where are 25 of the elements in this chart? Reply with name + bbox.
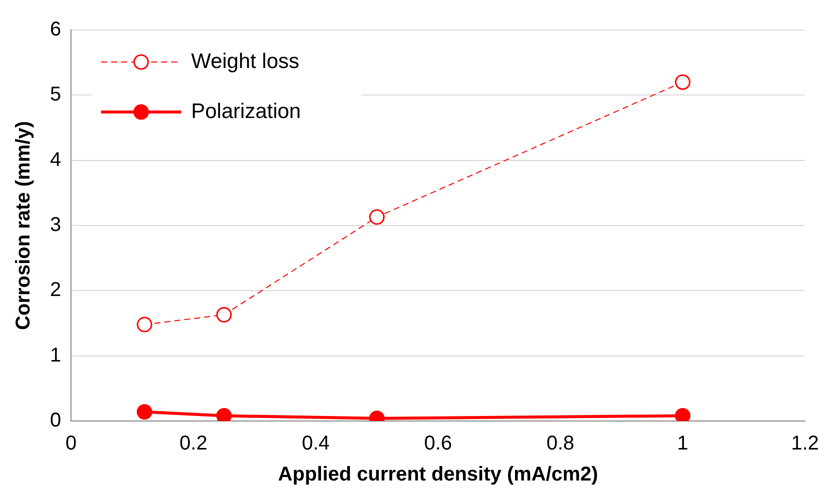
y-tick-label: 6 <box>50 18 62 41</box>
point <box>136 404 152 420</box>
x-tick-label: 0.8 <box>546 432 574 455</box>
x-tick-label: 0.6 <box>424 432 452 455</box>
y-tick-label: 4 <box>50 148 62 171</box>
x-tick-label: 0.2 <box>180 432 208 455</box>
legend-label: Weight loss <box>191 50 300 73</box>
y-axis-title: Corrosion rate (mm/y) <box>12 121 35 330</box>
y-tick-label: 5 <box>50 84 62 106</box>
x-tick-label: 1 <box>677 432 688 455</box>
x-tick-label: 1.2 <box>791 432 819 455</box>
point <box>674 408 690 421</box>
point <box>369 209 385 225</box>
x-axis-title: Applied current density (mA/cm2) <box>278 464 598 486</box>
point <box>674 74 690 90</box>
y-tick-label: 0 <box>50 410 62 432</box>
y-tick-label: 2 <box>50 279 62 302</box>
x-tick-label: 0.4 <box>302 432 330 455</box>
legend-label: Polarization <box>191 100 301 123</box>
point <box>136 316 152 332</box>
y-tick-label: 3 <box>50 214 62 236</box>
point <box>216 307 232 323</box>
x-tick-label: 0 <box>66 432 77 455</box>
point <box>216 408 232 421</box>
y-tick-label: 1 <box>50 344 62 366</box>
